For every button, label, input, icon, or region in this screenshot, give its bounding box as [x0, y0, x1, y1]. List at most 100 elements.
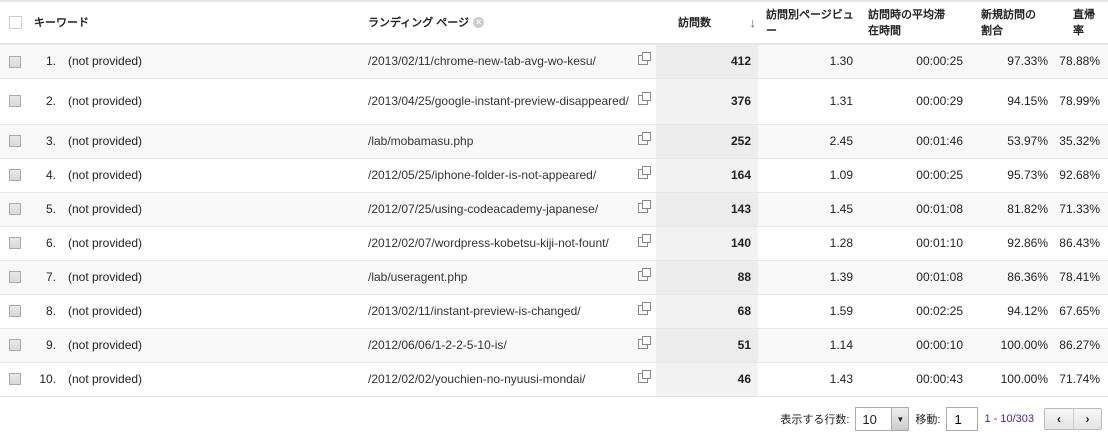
avg-time-cell: 00:02:25 [858, 294, 963, 329]
header-visits-label: 訪問数 [678, 16, 711, 29]
select-all-checkbox[interactable] [9, 16, 22, 30]
next-page-button[interactable]: › [1073, 409, 1101, 429]
new-visits-cell: 53.97% [963, 124, 1051, 159]
landing-page-link[interactable]: /2012/05/25/iphone-folder-is-not-appeare… [368, 167, 597, 182]
visits-cell: 88 [656, 260, 758, 295]
table-row: 10. (not provided) /2012/02/02/youchien-… [0, 362, 1108, 397]
ppv-cell: 1.14 [758, 328, 858, 363]
row-number: 6. [30, 226, 60, 261]
row-checkbox[interactable] [9, 373, 21, 386]
prev-page-button[interactable]: ‹ [1057, 412, 1061, 426]
keyword-cell: (not provided) [60, 260, 360, 295]
visits-cell: 252 [656, 124, 758, 159]
header-row: キーワード ランディング ページ × 訪問数 ↓ 訪問別ページビュー 訪問時の平均滞… [0, 1, 1108, 45]
row-number: 10. [30, 362, 60, 397]
header-pages-per-visit[interactable]: 訪問別ページビュー [758, 1, 858, 45]
row-checkbox[interactable] [9, 237, 21, 250]
new-visits-cell: 100.00% [963, 328, 1051, 363]
row-checkbox[interactable] [9, 169, 21, 182]
row-checkbox[interactable] [9, 55, 21, 68]
open-external-icon[interactable] [638, 165, 651, 179]
landing-page-link[interactable]: /2013/04/25/google-instant-preview-disap… [368, 93, 629, 108]
header-bounce-rate[interactable]: 直帰率 [1051, 1, 1108, 45]
row-number: 1. [30, 44, 60, 79]
ppv-cell: 1.09 [758, 158, 858, 193]
ppv-cell: 2.45 [758, 124, 858, 159]
row-number: 9. [30, 328, 60, 363]
row-checkbox[interactable] [9, 203, 21, 216]
keyword-cell: (not provided) [60, 328, 360, 363]
bounce-cell: 78.41% [1051, 260, 1108, 295]
landing-page-link[interactable]: /2013/02/11/chrome-new-tab-avg-wo-kesu/ [368, 53, 596, 68]
row-checkbox[interactable] [9, 135, 21, 148]
ppv-cell: 1.30 [758, 44, 858, 79]
landing-page-link[interactable]: /lab/useragent.php [368, 269, 468, 284]
visits-cell: 376 [656, 78, 758, 125]
bounce-cell: 92.68% [1051, 158, 1108, 193]
header-visits[interactable]: 訪問数 ↓ [656, 1, 758, 45]
landing-page-link[interactable]: /2013/02/11/instant-preview-is-changed/ [368, 303, 581, 318]
open-external-icon[interactable] [638, 131, 651, 145]
bounce-cell: 67.65% [1051, 294, 1108, 329]
open-external-icon[interactable] [638, 233, 651, 247]
row-number: 7. [30, 260, 60, 295]
header-avg-time[interactable]: 訪問時の平均滞在時間 [858, 1, 963, 45]
table-row: 8. (not provided) /2013/02/11/instant-pr… [0, 294, 1108, 329]
row-checkbox[interactable] [9, 95, 21, 108]
bounce-cell: 78.99% [1051, 78, 1108, 125]
row-number: 2. [30, 78, 60, 125]
open-external-icon[interactable] [638, 51, 651, 65]
bounce-cell: 86.27% [1051, 328, 1108, 363]
ppv-cell: 1.39 [758, 260, 858, 295]
table-row: 7. (not provided) /lab/useragent.php 88 … [0, 260, 1108, 295]
table-row: 9. (not provided) /2012/06/06/1-2-2-5-10… [0, 328, 1108, 363]
remove-dimension-icon[interactable]: × [473, 17, 485, 29]
new-visits-cell: 92.86% [963, 226, 1051, 261]
new-visits-cell: 100.00% [963, 362, 1051, 397]
avg-time-cell: 00:00:43 [858, 362, 963, 397]
visits-cell: 68 [656, 294, 758, 329]
page-range: 1 - 10/303 [984, 413, 1034, 425]
ppv-cell: 1.31 [758, 78, 858, 125]
visits-cell: 51 [656, 328, 758, 363]
row-number: 8. [30, 294, 60, 329]
header-new-visits[interactable]: 新規訪問の割合 [963, 1, 1051, 45]
header-ppv-label: 訪問別ページビュー [766, 8, 854, 37]
landing-page-link[interactable]: /2012/02/02/youchien-no-nyuusi-mondai/ [368, 371, 586, 386]
open-external-icon[interactable] [638, 301, 651, 315]
sort-descending-icon[interactable]: ↓ [749, 14, 757, 30]
header-keyword[interactable]: キーワード [30, 1, 360, 45]
open-external-icon[interactable] [638, 267, 651, 281]
new-visits-cell: 97.33% [963, 44, 1051, 79]
landing-page-link[interactable]: /2012/02/07/wordpress-kobetsu-kiji-not-f… [368, 235, 609, 250]
avg-time-cell: 00:01:46 [858, 124, 963, 159]
bounce-cell: 78.88% [1051, 44, 1108, 79]
bounce-cell: 71.33% [1051, 192, 1108, 227]
new-visits-cell: 81.82% [963, 192, 1051, 227]
ppv-cell: 1.28 [758, 226, 858, 261]
open-external-icon[interactable] [638, 91, 651, 105]
landing-page-link[interactable]: /lab/mobamasu.php [368, 133, 474, 148]
open-external-icon[interactable] [638, 335, 651, 349]
landing-page-link[interactable]: /2012/07/25/using-codeacademy-japanese/ [368, 201, 599, 216]
header-keyword-label: キーワード [34, 16, 89, 29]
row-checkbox[interactable] [9, 271, 21, 284]
landing-page-link[interactable]: /2012/06/06/1-2-2-5-10-is/ [368, 337, 507, 352]
avg-time-cell: 00:00:10 [858, 328, 963, 363]
new-visits-cell: 86.36% [963, 260, 1051, 295]
open-external-icon[interactable] [638, 369, 651, 383]
keyword-cell: (not provided) [60, 192, 360, 227]
keyword-cell: (not provided) [60, 44, 360, 79]
avg-time-cell: 00:00:29 [858, 78, 963, 125]
goto-page-input[interactable] [946, 407, 979, 431]
avg-time-cell: 00:00:25 [858, 44, 963, 79]
row-checkbox[interactable] [9, 339, 21, 352]
rows-per-page-select[interactable]: 10 ▼ [855, 407, 910, 431]
header-landing-page[interactable]: ランディング ページ × [360, 1, 656, 45]
row-checkbox[interactable] [9, 305, 21, 318]
chevron-down-icon: ▼ [891, 408, 909, 430]
table-row: 3. (not provided) /lab/mobamasu.php 252 … [0, 124, 1108, 159]
row-number: 4. [30, 158, 60, 193]
ppv-cell: 1.59 [758, 294, 858, 329]
open-external-icon[interactable] [638, 199, 651, 213]
